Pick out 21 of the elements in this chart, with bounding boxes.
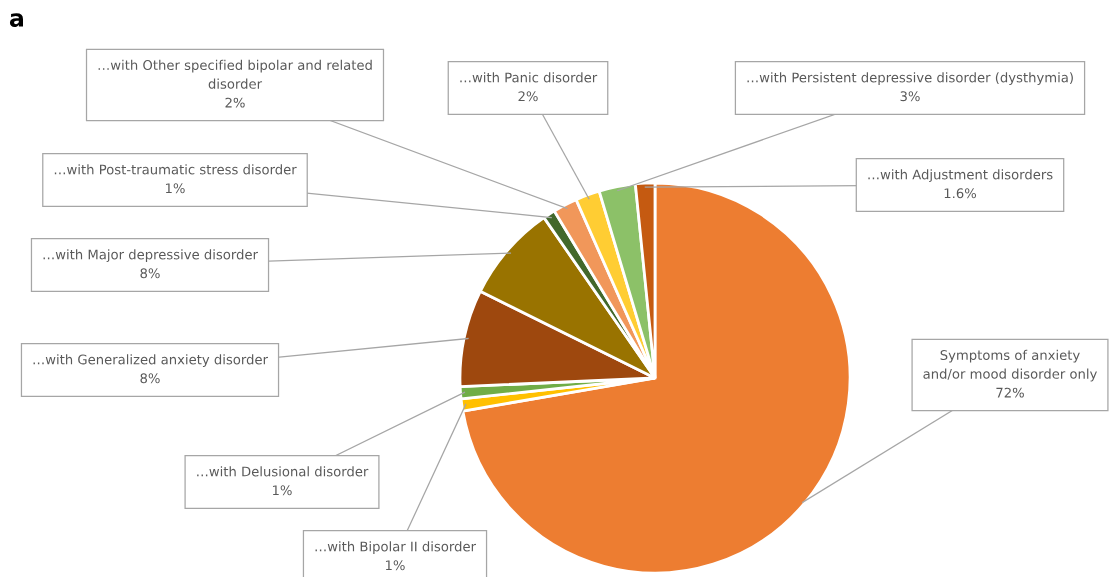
slice-label: …with Post-traumatic stress disorder	[54, 164, 297, 175]
data-label: 8%	[140, 373, 160, 384]
slice-label: …with Bipolar II disorder	[315, 541, 476, 554]
slice-label: …with Other specified bipolar and related disorder	[98, 59, 372, 89]
slice-label: …with Generalized anxiety disorder	[33, 354, 268, 367]
slice-label: …with Delusional disorder	[197, 466, 369, 477]
slice-label: …with Persistent depressive disorder (dysthymia)	[747, 72, 1073, 85]
data-label: 1.6%	[944, 188, 977, 199]
slice-label: …with Major depressive disorder	[43, 249, 258, 262]
data-label: 8%	[140, 268, 160, 279]
chart-title: a	[9, 13, 24, 27]
slice-label: …with Panic disorder	[460, 72, 598, 83]
data-label: 1%	[165, 183, 185, 194]
data-label: 72%	[996, 387, 1024, 398]
data-label: 2%	[225, 97, 245, 108]
data-label: 3%	[900, 91, 920, 102]
data-label: 1%	[385, 560, 405, 571]
data-label: 1%	[272, 485, 292, 496]
slice-label: Symptoms of anxiety and/or mood disorder only	[923, 349, 1097, 382]
slice-label: …with Adjustment disorders	[868, 169, 1053, 182]
data-label: 2%	[518, 91, 538, 102]
